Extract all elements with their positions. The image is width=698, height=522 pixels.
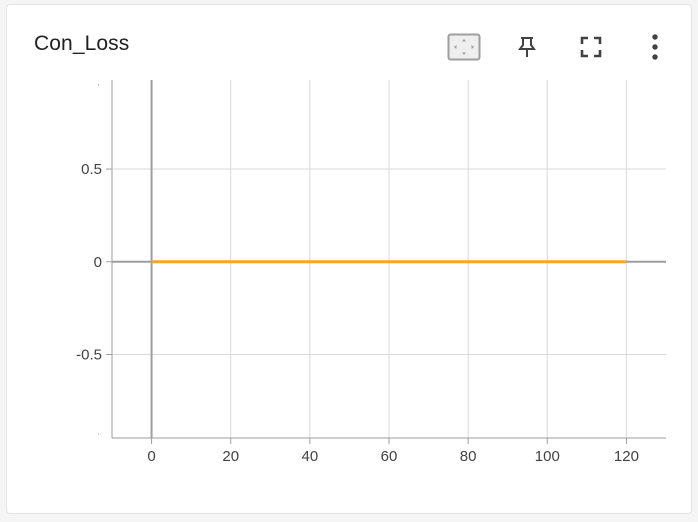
y-tick-label: 0 xyxy=(94,254,102,271)
x-tick-label: 60 xyxy=(381,448,398,465)
x-tick-label: 100 xyxy=(535,448,560,465)
fit-domain-button[interactable] xyxy=(444,27,484,67)
scalar-chart-card: Con_Loss xyxy=(6,4,692,514)
x-tick-label: 20 xyxy=(222,448,239,465)
y-tick-label: 0.5 xyxy=(81,161,102,178)
x-tick-label: 0 xyxy=(147,448,155,465)
pin-button[interactable] xyxy=(507,27,547,67)
x-tick-label: 40 xyxy=(302,448,319,465)
y-tick-label: -0.5 xyxy=(76,347,102,364)
fit-domain-icon xyxy=(447,33,481,61)
more-options-button[interactable] xyxy=(635,27,675,67)
fullscreen-icon xyxy=(579,35,603,59)
pin-icon xyxy=(517,36,537,58)
more-vert-icon xyxy=(650,33,660,61)
fullscreen-button[interactable] xyxy=(571,27,611,67)
chart-title: Con_Loss xyxy=(34,32,130,55)
x-tick-label: 80 xyxy=(460,448,477,465)
x-tick-label: 120 xyxy=(614,448,639,465)
